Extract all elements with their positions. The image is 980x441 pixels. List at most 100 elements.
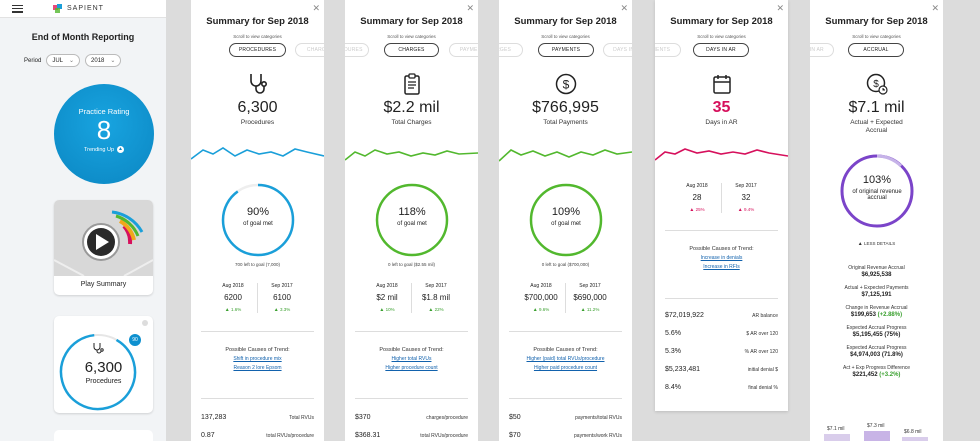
detail-amount: $199,653 bbox=[850, 312, 876, 318]
period-comparison: Aug 2018 $2 mil ▲ 10% Sep 2017 $1.8 mil ▲ 22… bbox=[363, 283, 460, 313]
cause-link[interactable]: Increase in RFIs bbox=[703, 264, 740, 270]
kpi-value: 6,300 bbox=[237, 99, 278, 116]
metric-row: $5,233,481 initial denial $ bbox=[665, 366, 778, 373]
hamburger-menu-icon[interactable] bbox=[12, 4, 23, 13]
category-tabs: CHARGES PAYMENTS DAYS IN AR bbox=[499, 43, 632, 59]
accrual-percent: 103% bbox=[862, 174, 892, 186]
tab-charges[interactable]: CHARGES bbox=[295, 43, 324, 57]
arrow-up-icon: ▲ bbox=[273, 307, 279, 313]
video-caption: Play Summary bbox=[80, 281, 127, 288]
detail-amount: $6,925,538 bbox=[861, 272, 892, 278]
metric-row: $72,019,922 AR balance bbox=[665, 312, 778, 319]
tab-payments[interactable]: PAYMENTS bbox=[655, 43, 681, 57]
metric-label: Total RVUs bbox=[289, 414, 314, 421]
year-select[interactable]: 2018 ⌄ bbox=[85, 54, 122, 67]
close-icon[interactable]: ✕ bbox=[620, 3, 628, 13]
panel-title: Summary for Sep 2018 bbox=[825, 16, 928, 27]
app-logo: SAPIENT bbox=[53, 3, 104, 14]
causes-title: Possible Causes of Trend: bbox=[225, 347, 290, 353]
chart-bar bbox=[902, 437, 928, 441]
detail-label: Expected Accrual Progress bbox=[846, 325, 907, 331]
arrow-up-icon: ▲ bbox=[857, 241, 863, 247]
close-icon[interactable]: ✕ bbox=[776, 3, 784, 13]
goal-percent: 109% bbox=[551, 206, 581, 218]
procedures-card[interactable]: 90 6,300 Procedures bbox=[54, 316, 153, 413]
month-select[interactable]: JUL ⌄ bbox=[46, 54, 81, 67]
close-icon[interactable]: ✕ bbox=[466, 3, 474, 13]
tab-charges[interactable]: CHARGES bbox=[384, 43, 439, 57]
cause-link[interactable]: Reason 2 lore Epsom bbox=[233, 365, 282, 371]
compare-delta: ▲ 25% bbox=[673, 207, 721, 213]
kpi-label: Days in AR bbox=[705, 119, 738, 126]
detail-amount: $5,195,455 (75%) bbox=[852, 332, 901, 338]
compare-delta: ▲ 3.3% bbox=[258, 307, 306, 313]
goal-percent: 118% bbox=[398, 206, 426, 218]
tab-payments[interactable]: PAYMENTS bbox=[538, 43, 594, 57]
tab-charges[interactable]: CHARGES bbox=[499, 43, 523, 57]
compare-month: Sep 2017 bbox=[579, 283, 601, 289]
practice-rating-card[interactable]: Practice Rating 8 Trending Up ▲ bbox=[54, 84, 154, 184]
delta-value: 9.6% bbox=[538, 307, 550, 312]
metric-label: payments/work RVUs bbox=[574, 432, 622, 439]
cause-link[interactable]: Increase in denials bbox=[700, 255, 743, 261]
compare-value: 32 bbox=[741, 193, 751, 202]
compare-delta: ▲ 22% bbox=[412, 307, 460, 313]
summary-panel-payments: ✕ Summary for Sep 2018 Scroll to view ca… bbox=[499, 0, 632, 441]
goal-progress-ring bbox=[529, 183, 603, 257]
divider bbox=[201, 398, 314, 399]
compare-value: 28 bbox=[692, 193, 702, 202]
close-icon[interactable] bbox=[142, 320, 148, 326]
detail-value: $199,653 (+2.88%) bbox=[810, 312, 943, 318]
goal-progress-ring bbox=[375, 183, 449, 257]
close-icon[interactable]: ✕ bbox=[312, 3, 320, 13]
category-tabs: DAYS IN AR ACCRUAL bbox=[810, 43, 943, 59]
cause-link[interactable]: Higher procedure count bbox=[385, 365, 438, 371]
detail-amount: $4,974,003 (71.8%) bbox=[850, 352, 903, 358]
cause-link[interactable]: Higher total RVUs bbox=[391, 356, 432, 362]
close-icon[interactable]: ✕ bbox=[931, 3, 939, 13]
compare-value: $1.8 mil bbox=[421, 293, 450, 302]
cause-link[interactable]: Higher (paid) total RVUs/procedure bbox=[526, 356, 605, 362]
goal-progress-text: 109% of goal met bbox=[528, 206, 604, 227]
accrual-details: Original Revenue Accrual $6,925,538 Actu… bbox=[810, 265, 943, 385]
category-tabs: PAYMENTS DAYS IN AR bbox=[655, 43, 788, 59]
metric-label: final denial % bbox=[748, 384, 778, 391]
causes-title: Possible Causes of Trend: bbox=[689, 246, 754, 252]
panel-title: Summary for Sep 2018 bbox=[514, 16, 617, 27]
compare-value: $2 mil bbox=[376, 293, 398, 302]
tab-days-in-ar[interactable]: DAYS IN AR bbox=[603, 43, 632, 57]
less-details-label: LESS DETAILS bbox=[864, 241, 896, 246]
compare-delta: ▲ 9.6% bbox=[517, 307, 565, 313]
summary-panel-procedures: ✕ Summary for Sep 2018 Scroll to view ca… bbox=[191, 0, 324, 441]
panel-title: Summary for Sep 2018 bbox=[670, 16, 773, 27]
tab-payments[interactable]: PAYMENTS bbox=[449, 43, 478, 57]
arrow-up-icon: ▲ bbox=[117, 146, 125, 153]
divider bbox=[355, 331, 468, 332]
detail-label: Expected Accrual Progress bbox=[846, 345, 907, 351]
period-comparison: Aug 2018 $700,000 ▲ 9.6% Sep 2017 $690,000 ▲… bbox=[517, 283, 614, 313]
play-summary-card[interactable]: Play Summary bbox=[54, 200, 153, 295]
play-button-icon[interactable] bbox=[54, 200, 153, 277]
detail-value: $6,925,538 bbox=[810, 272, 943, 278]
period-comparison: Aug 2018 6200 ▲ 1.6% Sep 2017 6100 ▲ 3.3% bbox=[209, 283, 306, 313]
tab-accrual[interactable]: ACCRUAL bbox=[848, 43, 904, 57]
left-to-goal: 0 left to goal ($2.55 mil) bbox=[387, 262, 436, 267]
tab-procedures[interactable]: PROCEDURES bbox=[229, 43, 286, 57]
trend-sparkline bbox=[655, 148, 788, 161]
metric-label: AR balance bbox=[752, 312, 778, 319]
tab-days-in-ar[interactable]: DAYS IN AR bbox=[693, 43, 749, 57]
cause-link[interactable]: Higher paid procedure count bbox=[533, 365, 598, 371]
delta-value: 22% bbox=[434, 307, 444, 312]
next-card[interactable] bbox=[54, 430, 153, 441]
metric-label: $ AR over 120 bbox=[746, 330, 778, 337]
detail-value: $5,195,455 (75%) bbox=[810, 332, 943, 338]
cause-link[interactable]: Shift in procedure mix bbox=[233, 356, 282, 362]
tab-days-in-ar[interactable]: DAYS IN AR bbox=[810, 43, 834, 57]
tab-procedures[interactable]: PROCEDURES bbox=[345, 43, 369, 57]
metric-value: $5,233,481 bbox=[665, 366, 701, 373]
less-details-toggle[interactable]: ▲ LESS DETAILS bbox=[810, 241, 943, 247]
panel-title: Summary for Sep 2018 bbox=[360, 16, 463, 27]
progress-badge: 90 bbox=[129, 334, 141, 346]
metric-value: $70 bbox=[509, 432, 521, 439]
compare-month: Sep 2017 bbox=[271, 283, 293, 289]
